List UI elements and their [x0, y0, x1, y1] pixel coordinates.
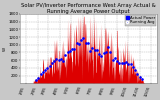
Legend: Actual Power, Running Avg: Actual Power, Running Avg	[125, 15, 156, 26]
Title: Solar PV/Inverter Performance West Array Actual & Running Average Power Output: Solar PV/Inverter Performance West Array…	[21, 3, 156, 14]
Y-axis label: W: W	[3, 46, 7, 51]
